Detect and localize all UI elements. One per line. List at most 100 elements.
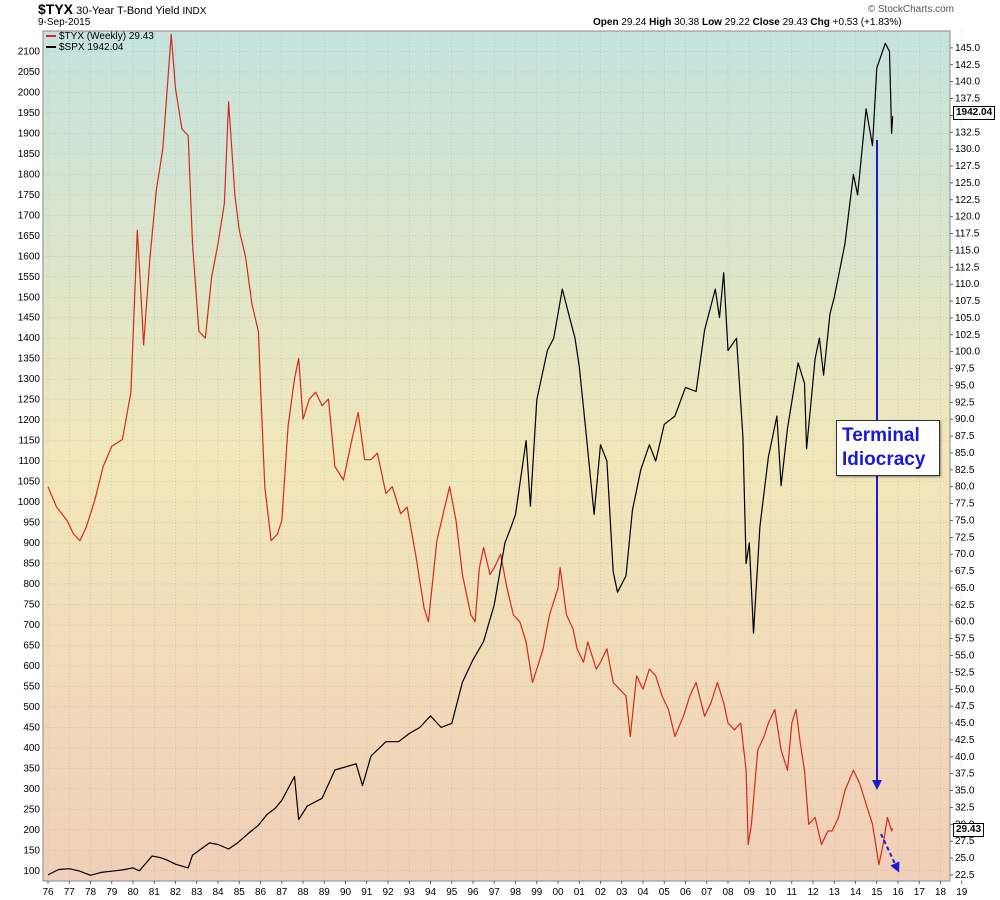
right-tick-label: 140.0	[955, 77, 980, 88]
right-tick-label: 60.0	[955, 617, 975, 628]
left-tick-label: 850	[23, 559, 40, 570]
x-tick-label: 05	[659, 887, 671, 898]
left-tick-label: 100	[23, 866, 40, 877]
left-tick-label: 2100	[18, 46, 41, 57]
right-tick-label: 77.5	[955, 499, 975, 510]
x-tick-label: 16	[892, 887, 904, 898]
left-tick-label: 1950	[18, 108, 41, 119]
x-tick-label: 77	[64, 887, 76, 898]
right-tick-label: 75.0	[955, 515, 975, 526]
left-tick-label: 1250	[18, 395, 41, 406]
x-tick-label: 00	[552, 887, 564, 898]
right-tick-label: 122.5	[955, 195, 980, 206]
dashed-arrow	[880, 833, 900, 873]
watermark: © StockCharts.com	[867, 4, 954, 15]
spx-series-line	[47, 42, 894, 876]
left-tick-label: 1800	[18, 169, 41, 180]
x-tick-label: 12	[807, 887, 819, 898]
legend-spx-label: $SPX 1942.04	[59, 42, 124, 53]
right-tick-label: 47.5	[955, 701, 975, 712]
x-tick-label: 81	[149, 887, 161, 898]
x-tick-label: 14	[850, 887, 862, 898]
x-tick-label: 76	[42, 887, 54, 898]
left-tick-label: 600	[23, 661, 40, 672]
left-tick-label: 950	[23, 518, 40, 529]
right-tick-label: 40.0	[955, 752, 975, 763]
x-tick-label: 15	[871, 887, 883, 898]
left-tick-label: 1050	[18, 477, 41, 488]
right-tick-label: 112.5	[955, 262, 980, 273]
x-tick-label: 01	[574, 887, 586, 898]
left-tick-label: 1750	[18, 190, 41, 201]
right-axis: 22.525.027.530.032.535.037.540.042.545.0…	[950, 43, 980, 881]
right-tick-label: 95.0	[955, 380, 975, 391]
right-tick-label: 87.5	[955, 431, 975, 442]
left-tick-label: 2000	[18, 87, 41, 98]
x-tick-label: 04	[637, 887, 649, 898]
right-tick-label: 120.0	[955, 212, 980, 223]
right-tick-label: 62.5	[955, 600, 975, 611]
open-value: 29.24	[621, 17, 647, 28]
ohlc-readout: Open 29.24 High 30.38 Low 29.22 Close 29…	[593, 17, 902, 28]
x-tick-label: 08	[722, 887, 734, 898]
left-tick-label: 450	[23, 722, 40, 733]
left-tick-label: 400	[23, 743, 40, 754]
x-tick-label: 82	[170, 887, 182, 898]
right-tick-label: 92.5	[955, 397, 975, 408]
left-tick-label: 700	[23, 620, 40, 631]
right-tick-label: 35.0	[955, 786, 975, 797]
left-tick-label: 550	[23, 681, 40, 692]
left-tick-label: 1400	[18, 333, 41, 344]
x-tick-label: 84	[212, 887, 224, 898]
left-tick-label: 1000	[18, 497, 41, 508]
right-tick-label: 80.0	[955, 482, 975, 493]
grid	[43, 31, 962, 881]
x-tick-label: 98	[510, 887, 522, 898]
left-tick-label: 750	[23, 599, 40, 610]
right-tick-label: 90.0	[955, 414, 975, 425]
right-tick-label: 132.5	[955, 127, 980, 138]
exchange: INDX	[182, 6, 207, 17]
right-tick-label: 42.5	[955, 735, 975, 746]
x-tick-label: 13	[829, 887, 841, 898]
x-tick-label: 86	[255, 887, 267, 898]
x-tick-label: 79	[106, 887, 118, 898]
right-tick-label: 67.5	[955, 566, 975, 577]
x-tick-label: 94	[425, 887, 437, 898]
right-tick-label: 130.0	[955, 144, 980, 155]
x-tick-label: 83	[191, 887, 203, 898]
right-tick-label: 107.5	[955, 296, 980, 307]
annotation-line-1: Terminal	[842, 425, 920, 446]
left-tick-label: 1500	[18, 292, 41, 303]
left-tick-label: 1700	[18, 210, 41, 221]
x-tick-label: 96	[467, 887, 479, 898]
x-tick-label: 87	[276, 887, 288, 898]
right-tick-label: 137.5	[955, 94, 980, 105]
x-tick-label: 88	[297, 887, 309, 898]
x-tick-label: 92	[382, 887, 394, 898]
left-tick-label: 1900	[18, 128, 41, 139]
left-tick-label: 900	[23, 538, 40, 549]
right-tick-label: 127.5	[955, 161, 980, 172]
legend-tyx-label: $TYX (Weekly) 29.43	[59, 31, 154, 42]
x-tick-label: 90	[340, 887, 352, 898]
x-tick-label: 07	[701, 887, 713, 898]
left-tick-label: 1650	[18, 231, 41, 242]
high-value: 30.38	[674, 17, 700, 28]
close-value: 29.43	[782, 17, 808, 28]
legend-tyx-swatch	[46, 35, 56, 38]
x-axis: 76 77 78 79 80 81 82 83 84 85 86 87 88 89 90 91 92 93 94 95…	[42, 881, 968, 898]
x-tick-label: 17	[914, 887, 926, 898]
left-tick-label: 1600	[18, 251, 41, 262]
left-tick-label: 350	[23, 763, 40, 774]
x-tick-label: 80	[127, 887, 139, 898]
right-tick-label: 82.5	[955, 465, 975, 476]
left-tick-label: 1450	[18, 313, 41, 324]
right-tick-label: 55.0	[955, 651, 975, 662]
left-tick-label: 1150	[18, 436, 40, 447]
right-tick-label: 85.0	[955, 448, 975, 459]
right-tick-label: 37.5	[955, 769, 975, 780]
security-name: 30-Year T-Bond Yield	[76, 5, 180, 17]
annotation-line-2: Idiocracy	[842, 449, 926, 470]
